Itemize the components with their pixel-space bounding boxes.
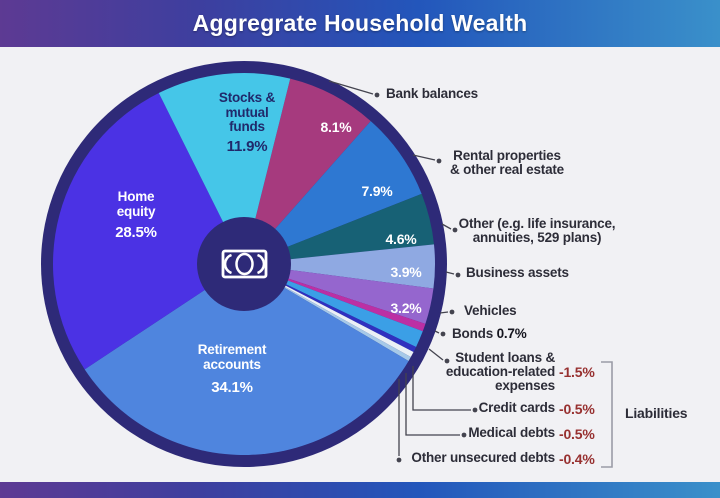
pie-slice-student-loans xyxy=(244,264,423,347)
slice-label-retirement-accounts: Retirement accounts 34.1% xyxy=(182,342,282,396)
leader-dot-credit-cards xyxy=(472,407,478,413)
title-bar: Aggregrate Household Wealth xyxy=(0,0,720,47)
callout-business-assets: Business assets xyxy=(466,265,569,280)
leader-dot-bonds xyxy=(440,331,446,337)
leader-line-business-assets xyxy=(445,271,455,275)
leader-dot-rental-properties xyxy=(436,158,442,164)
leader-line-bank-balances xyxy=(328,80,374,95)
callout-student-loans: Student loans & education-related expens… xyxy=(445,350,555,393)
slice-label-stocks-mutual-funds: Stocks & mutual funds 11.9% xyxy=(197,90,297,155)
slice-value-stocks-mutual-funds: 11.9% xyxy=(226,137,268,155)
pie-slice-vehicles xyxy=(244,264,434,324)
money-icon xyxy=(221,249,268,279)
callout-value-student-loans: -1.5% xyxy=(559,364,595,380)
slice-value-vehicles: 3.2% xyxy=(390,300,422,316)
pie-slice-medical-debts xyxy=(244,264,414,358)
leader-dot-medical-debts xyxy=(461,432,467,438)
leader-line-other-assets xyxy=(441,223,452,230)
pie-slices-group xyxy=(52,72,435,456)
pie-slice-business-assets xyxy=(244,244,435,289)
leader-line-bonds xyxy=(434,330,440,334)
footer-bar xyxy=(0,482,720,498)
callout-medical-debts: Medical debts xyxy=(468,425,555,440)
slice-label-home-equity: Home equity 28.5% xyxy=(86,189,186,241)
leader-dot-business-assets xyxy=(455,272,461,278)
callout-value-other-unsecured-debts: -0.4% xyxy=(559,451,595,467)
pie-slice-other-assets xyxy=(244,193,434,264)
slice-value-business-assets: 3.9% xyxy=(390,264,422,280)
pie-center-circle xyxy=(197,217,291,311)
callout-bonds: Bonds 0.7% xyxy=(452,326,527,341)
leader-line-medical-debts xyxy=(405,373,460,436)
leader-lines-group xyxy=(328,80,471,456)
slice-value-bank-balances: 8.1% xyxy=(320,119,352,135)
leader-dot-other-unsecured-debts xyxy=(396,457,402,463)
pie-slice-stocks-mutual-funds xyxy=(158,72,291,265)
pie-slice-home-equity xyxy=(52,93,245,370)
pie-slice-credit-cards xyxy=(244,264,417,353)
leader-dot-student-loans xyxy=(444,358,450,364)
leader-dots-group xyxy=(374,92,478,463)
liabilities-bracket xyxy=(601,361,613,468)
leader-dot-other-assets xyxy=(452,227,458,233)
leader-dot-vehicles xyxy=(449,309,455,315)
callout-value-medical-debts: -0.5% xyxy=(559,426,595,442)
leader-line-credit-cards xyxy=(412,366,471,411)
callout-other-unsecured-debts: Other unsecured debts xyxy=(411,450,555,465)
slice-value-rental-properties: 7.9% xyxy=(361,183,393,199)
pie-slice-other-unsecured-debts xyxy=(244,264,411,361)
callout-value-bonds: 0.7% xyxy=(496,326,527,341)
callout-other-assets: Other (e.g. life insurance, annuities, 5… xyxy=(458,216,616,245)
pie-slice-retirement-accounts xyxy=(84,264,409,456)
liabilities-group-label: Liabilities xyxy=(625,405,688,421)
slice-value-retirement-accounts: 34.1% xyxy=(211,379,253,396)
callout-bank-balances: Bank balances xyxy=(386,86,478,101)
page-title: Aggregrate Household Wealth xyxy=(192,10,528,36)
callout-vehicles: Vehicles xyxy=(464,303,517,318)
pie-slice-bank-balances xyxy=(244,78,371,264)
callout-value-credit-cards: -0.5% xyxy=(559,401,595,417)
leader-line-student-loans xyxy=(428,348,444,361)
callout-credit-cards: Credit cards xyxy=(478,400,556,415)
pie-slice-rental-properties xyxy=(244,121,422,264)
callout-rental-properties: Rental properties & other real estate xyxy=(450,148,564,177)
slice-value-home-equity: 28.5% xyxy=(115,224,157,241)
slice-value-other-assets: 4.6% xyxy=(385,231,417,247)
leader-line-vehicles xyxy=(439,311,449,314)
pie-slice-bonds xyxy=(244,264,426,332)
leader-line-rental-properties xyxy=(412,154,436,161)
leader-dot-bank-balances xyxy=(374,92,380,98)
